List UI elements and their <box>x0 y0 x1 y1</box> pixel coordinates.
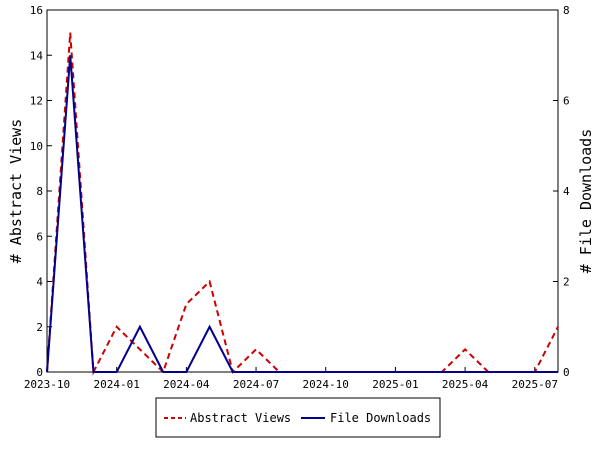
y-tick-label-left-2: 4 <box>36 276 43 289</box>
series-line-abstract-views <box>46 32 559 376</box>
x-tick-label-1: 2024-01 <box>94 378 140 391</box>
y-tick-label-left-3: 6 <box>36 230 43 243</box>
y-tick-label-left-0: 0 <box>36 366 43 379</box>
legend-box <box>155 397 441 438</box>
legend: Abstract Views File Downloads <box>155 397 441 438</box>
y-tick-label-left-4: 8 <box>36 185 43 198</box>
y-tick-label-right-0: 0 <box>563 366 570 379</box>
x-tick-label-4: 2024-10 <box>303 378 349 391</box>
x-tick-label-0: 2023-10 <box>24 378 70 391</box>
plot-frame <box>46 9 559 373</box>
x-tick-label-5: 2025-01 <box>372 378 418 391</box>
y-tick-label-right-3: 6 <box>563 95 570 108</box>
y-tick-label-left-1: 2 <box>36 321 43 334</box>
x-tick-label-2: 2024-04 <box>163 378 210 391</box>
y-tick-label-left-5: 10 <box>30 140 43 153</box>
y-tick-label-left-6: 12 <box>30 95 43 108</box>
x-tick-label-6: 2025-04 <box>442 378 489 391</box>
y-tick-label-right-1: 2 <box>563 276 570 289</box>
legend-label-abstract-views: Abstract Views <box>190 411 291 425</box>
y-tick-label-right-2: 4 <box>563 185 570 198</box>
y-axis-title-left: # Abstract Views <box>7 119 25 264</box>
y-tick-label-right-4: 8 <box>563 4 570 17</box>
y-tick-label-left-7: 14 <box>30 49 44 62</box>
x-tick-label-3: 2024-07 <box>233 378 279 391</box>
y-axis-title-right: # File Downloads <box>577 129 595 274</box>
series-line-file-downloads <box>46 55 558 373</box>
legend-label-file-downloads: File Downloads <box>330 411 431 425</box>
x-tick-label-7: 2025-07 <box>512 378 558 391</box>
series-layer <box>46 32 559 376</box>
ticks-layer: 0 2 4 6 8 10 12 14 16 0 2 4 6 8 2023-10 2024-01 2024-04 2… <box>24 4 570 391</box>
y-tick-label-left-8: 16 <box>30 4 43 17</box>
